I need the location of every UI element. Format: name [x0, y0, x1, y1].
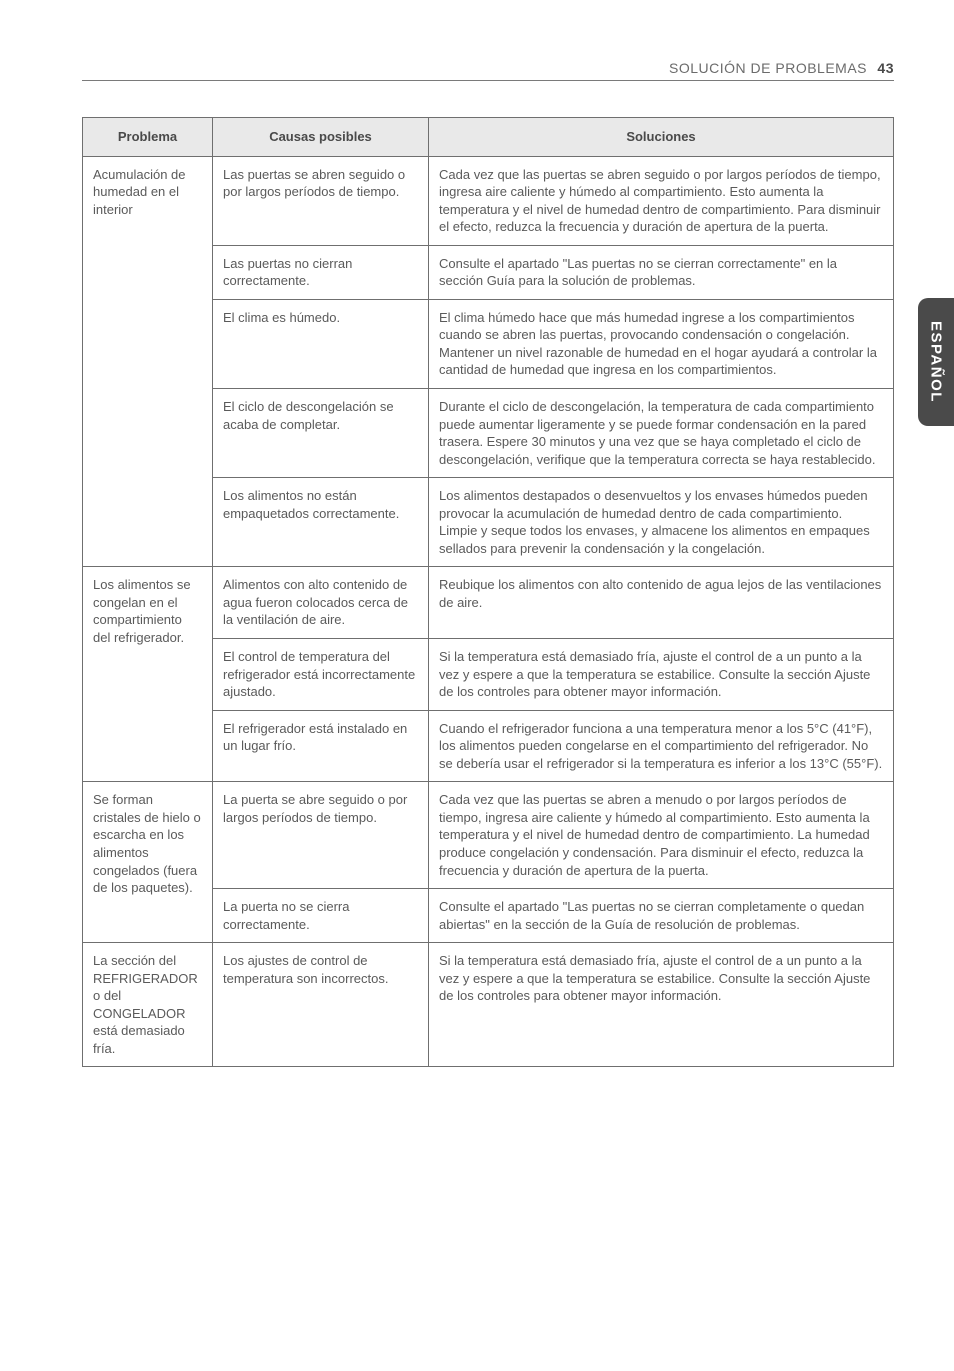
cause-cell: El clima es húmedo.	[213, 299, 429, 388]
running-header: SOLUCIÓN DE PROBLEMAS 43	[82, 60, 894, 89]
solution-cell: Si la temperatura está demasiado fría, a…	[429, 639, 894, 711]
problem-cell: Acumulación de humedad en el interior	[83, 156, 213, 567]
problem-cell: La sección del REFRIGERADOR o del CONGEL…	[83, 943, 213, 1067]
cause-cell: La puerta se abre seguido o por largos p…	[213, 782, 429, 889]
cause-cell: Las puertas se abren seguido o por largo…	[213, 156, 429, 245]
cause-cell: El ciclo de descongelación se acaba de c…	[213, 389, 429, 478]
section-title: SOLUCIÓN DE PROBLEMAS	[669, 60, 867, 76]
solution-cell: Cada vez que las puertas se abren seguid…	[429, 156, 894, 245]
problem-cell: Los alimentos se congelan en el comparti…	[83, 567, 213, 782]
cause-cell: La puerta no se cierra correctamente.	[213, 889, 429, 943]
header-rule	[82, 80, 894, 81]
solution-cell: Durante el ciclo de descongelación, la t…	[429, 389, 894, 478]
page-number: 43	[877, 60, 894, 76]
cause-cell: Los alimentos no están empaquetados corr…	[213, 478, 429, 567]
table-row: Se forman cristales de hielo o escarcha …	[83, 782, 894, 889]
cause-cell: Los ajustes de control de temperatura so…	[213, 943, 429, 1067]
language-tab: ESPAÑOL	[918, 298, 954, 426]
table-row: Acumulación de humedad en el interiorLas…	[83, 156, 894, 245]
solution-cell: Los alimentos destapados o desenvueltos …	[429, 478, 894, 567]
col-problem: Problema	[83, 118, 213, 157]
table-row: Los alimentos se congelan en el comparti…	[83, 567, 894, 639]
cause-cell: El control de temperatura del refrigerad…	[213, 639, 429, 711]
col-causes: Causas posibles	[213, 118, 429, 157]
language-tab-label: ESPAÑOL	[928, 321, 945, 403]
solution-cell: Consulte el apartado "Las puertas no se …	[429, 245, 894, 299]
cause-cell: Alimentos con alto contenido de agua fue…	[213, 567, 429, 639]
table-header-row: Problema Causas posibles Soluciones	[83, 118, 894, 157]
troubleshooting-table: Problema Causas posibles Soluciones Acum…	[82, 117, 894, 1067]
solution-cell: Cada vez que las puertas se abren a menu…	[429, 782, 894, 889]
col-solutions: Soluciones	[429, 118, 894, 157]
cause-cell: Las puertas no cierran correctamente.	[213, 245, 429, 299]
table-row: La sección del REFRIGERADOR o del CONGEL…	[83, 943, 894, 1067]
solution-cell: Consulte el apartado "Las puertas no se …	[429, 889, 894, 943]
solution-cell: Si la temperatura está demasiado fría, a…	[429, 943, 894, 1067]
cause-cell: El refrigerador está instalado en un lug…	[213, 710, 429, 782]
solution-cell: El clima húmedo hace que más humedad ing…	[429, 299, 894, 388]
solution-cell: Reubique los alimentos con alto contenid…	[429, 567, 894, 639]
problem-cell: Se forman cristales de hielo o escarcha …	[83, 782, 213, 943]
solution-cell: Cuando el refrigerador funciona a una te…	[429, 710, 894, 782]
